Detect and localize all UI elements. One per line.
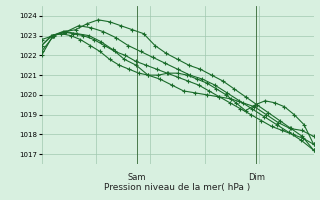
Text: Sam: Sam [128, 173, 146, 182]
Text: Dim: Dim [248, 173, 265, 182]
X-axis label: Pression niveau de la mer( hPa ): Pression niveau de la mer( hPa ) [104, 183, 251, 192]
